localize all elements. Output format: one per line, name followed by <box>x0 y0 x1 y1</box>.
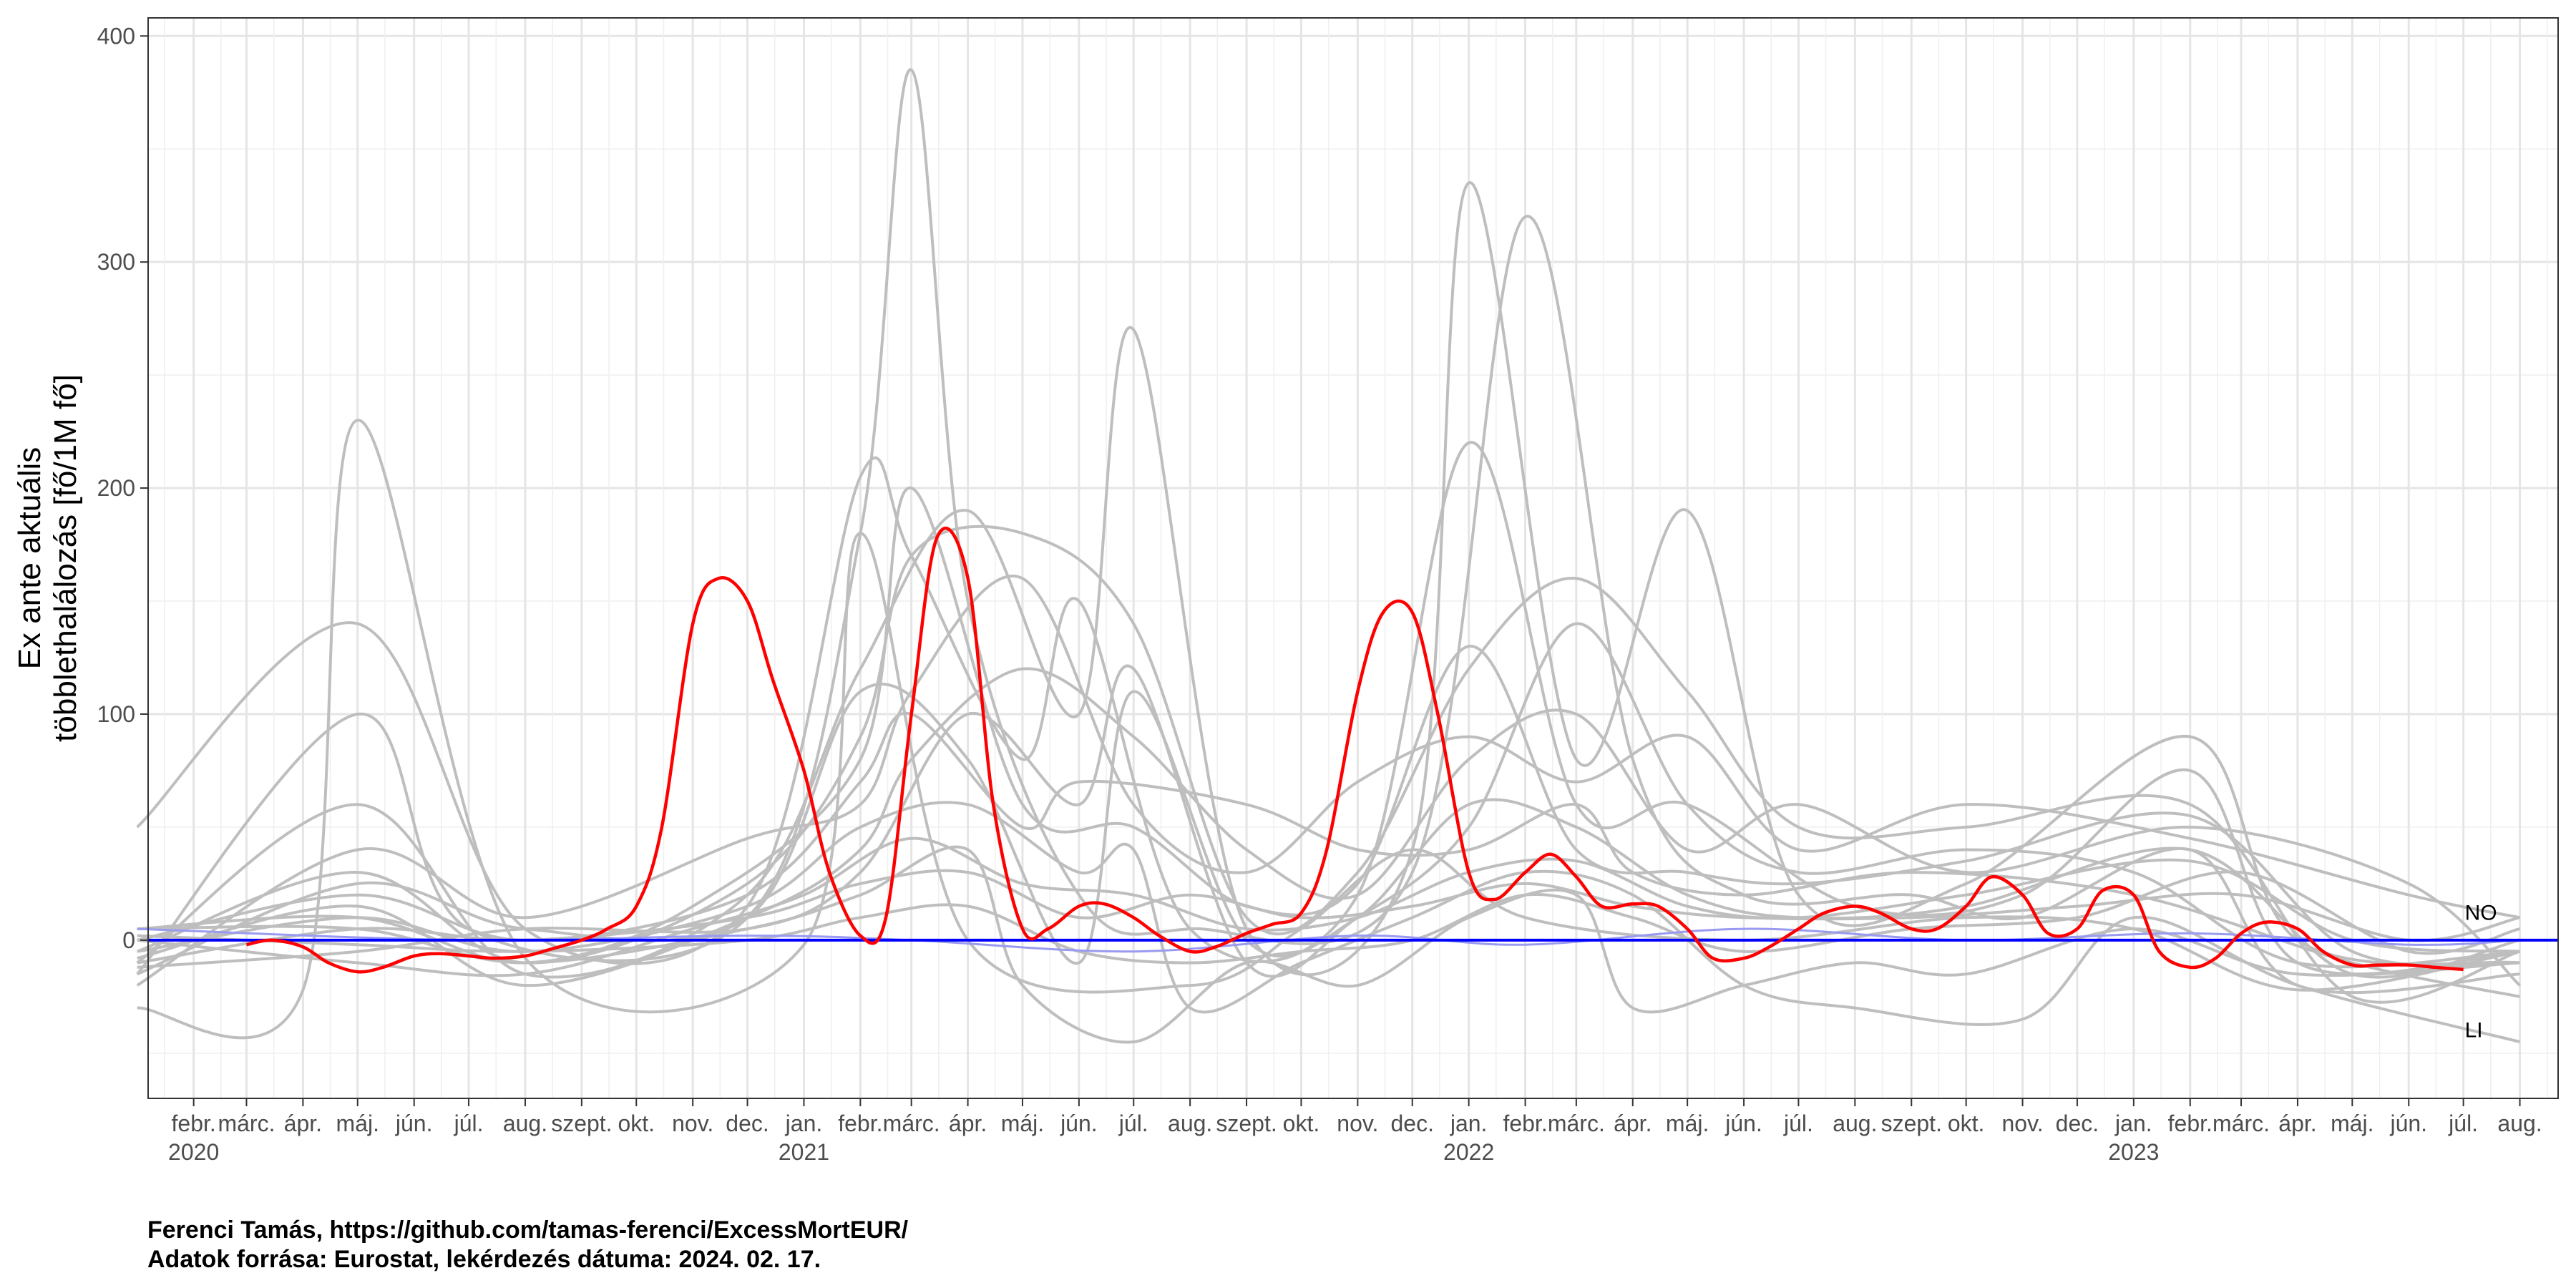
x-tick-label: máj. <box>336 1111 379 1136</box>
highlight-series <box>246 527 2464 974</box>
y-tick-label: 0 <box>122 927 135 953</box>
country-series-line <box>137 845 2520 1044</box>
x-tick-label: ápr. <box>949 1111 987 1136</box>
x-tick-label: jan. <box>2114 1111 2152 1136</box>
series-end-labels: LI NO <box>2465 901 2497 1042</box>
x-tick-label: szept. <box>1216 1111 1277 1136</box>
average-series <box>137 927 2520 953</box>
x-tick-label: jún. <box>1060 1111 1098 1136</box>
series-end-label: NO <box>2465 901 2497 924</box>
x-tick-label: szept. <box>551 1111 612 1136</box>
y-tick-label: 300 <box>97 249 135 275</box>
country-series-line <box>137 487 2520 967</box>
x-tick-label: febr. <box>2168 1111 2212 1136</box>
y-axis-label-line-1: Ex ante aktuális <box>12 447 47 670</box>
x-tick-label: febr. <box>172 1111 216 1136</box>
x-tick-label: jún. <box>395 1111 433 1136</box>
x-tick-label: nov. <box>2002 1111 2044 1136</box>
x-tick-label: júl. <box>1783 1111 1813 1136</box>
x-tick-label: jan. <box>785 1111 823 1136</box>
x-tick-label: ápr. <box>1614 1111 1652 1136</box>
country-series-line <box>136 68 2520 995</box>
x-tick-label: aug. <box>2497 1111 2542 1136</box>
x-year-label: 2022 <box>1443 1139 1494 1165</box>
x-tick-label: szept. <box>1881 1111 1942 1136</box>
x-tick-label: aug. <box>1168 1111 1212 1136</box>
x-tick-label: júl. <box>454 1111 484 1136</box>
x-year-label: 2023 <box>2108 1139 2159 1165</box>
highlight-series-line <box>246 527 2464 974</box>
country-series-line <box>136 575 2520 987</box>
x-tick-label: okt. <box>618 1111 655 1136</box>
x-tick-label: márc. <box>1548 1111 1605 1136</box>
x-tick-label: júl. <box>2448 1111 2478 1136</box>
country-series-group <box>136 68 2521 1044</box>
y-tick-label: 200 <box>97 475 135 501</box>
x-tick-label: márc. <box>2212 1111 2270 1136</box>
x-tick-label: dec. <box>2056 1111 2099 1136</box>
plot-panel-border <box>147 17 2559 1099</box>
country-series-line <box>137 869 2520 965</box>
x-tick-label: júl. <box>1118 1111 1148 1136</box>
x-tick-label: jún. <box>2389 1111 2427 1136</box>
x-tick-label: máj. <box>1666 1111 1709 1136</box>
x-tick-label: dec. <box>1390 1111 1433 1136</box>
x-tick-label: máj. <box>2331 1111 2373 1136</box>
x-tick-label: jan. <box>1450 1111 1488 1136</box>
y-tick-label: 400 <box>97 23 135 49</box>
country-series-line <box>137 667 2521 987</box>
x-tick-label: aug. <box>1833 1111 1877 1136</box>
country-series-line <box>137 711 2520 998</box>
x-axis: febr. márc. ápr. máj. jún. júl. aug. szept. okt.… <box>168 1098 2542 1165</box>
x-tick-label: febr. <box>1503 1111 1547 1136</box>
x-tick-label: aug. <box>503 1111 547 1136</box>
y-axis-label-line-2: többlethalálozás [fő/1M fő] <box>48 374 83 742</box>
x-tick-label: márc. <box>218 1111 275 1136</box>
series-end-label: LI <box>2465 1019 2483 1043</box>
x-tick-label: okt. <box>1948 1111 1985 1136</box>
x-tick-label: márc. <box>883 1111 940 1136</box>
y-tick-label: 100 <box>97 701 135 727</box>
x-tick-label: ápr. <box>284 1111 322 1136</box>
x-tick-label: nov. <box>1337 1111 1378 1136</box>
x-tick-label: dec. <box>726 1111 769 1136</box>
x-tick-label: febr. <box>838 1111 882 1136</box>
x-year-label: 2020 <box>168 1139 219 1165</box>
caption-author: Ferenci Tamás, https://github.com/tamas-… <box>147 1216 909 1244</box>
x-tick-label: ápr. <box>2278 1111 2316 1136</box>
y-axis: 0 100 200 300 400 <box>97 23 148 953</box>
country-series-line <box>137 836 2520 977</box>
caption-source: Adatok forrása: Eurostat, lekérdezés dát… <box>147 1246 821 1273</box>
x-tick-label: okt. <box>1283 1111 1320 1136</box>
x-tick-label: nov. <box>672 1111 713 1136</box>
average-series-line <box>137 927 2520 953</box>
x-year-label: 2021 <box>779 1139 829 1165</box>
x-tick-label: máj. <box>1001 1111 1044 1136</box>
x-tick-label: jún. <box>1724 1111 1762 1136</box>
